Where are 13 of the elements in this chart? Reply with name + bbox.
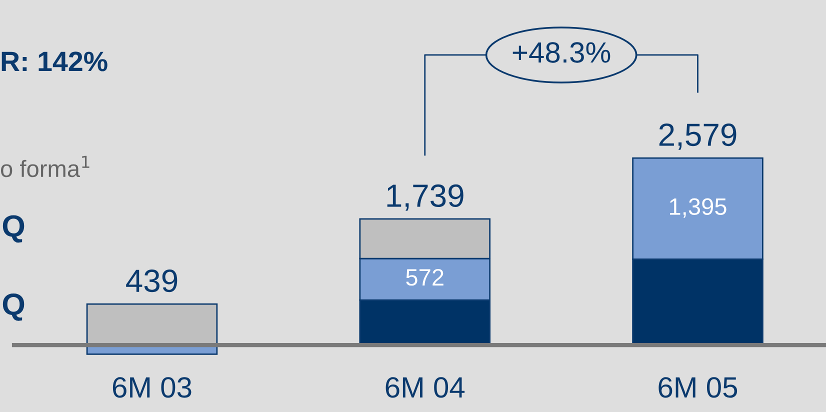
data-label: 572 — [406, 268, 444, 286]
text: +48.3% — [512, 42, 610, 63]
data-label: 1,395 — [670, 198, 726, 218]
annotation: Q — [2, 215, 24, 243]
text: R: 142% — [2, 52, 108, 72]
annotation: o forma$^{1}$ — [0, 156, 90, 178]
x-tick-label: 6M 04 — [386, 377, 465, 398]
total-label: 439 — [126, 270, 178, 292]
x-tick-label: 6M 03 — [112, 377, 192, 398]
annotation: Q — [2, 294, 24, 321]
total-label: 2,579 — [659, 123, 736, 150]
x-tick-label: 6M 05 — [658, 377, 738, 398]
total-label: 1,739 — [387, 184, 464, 211]
